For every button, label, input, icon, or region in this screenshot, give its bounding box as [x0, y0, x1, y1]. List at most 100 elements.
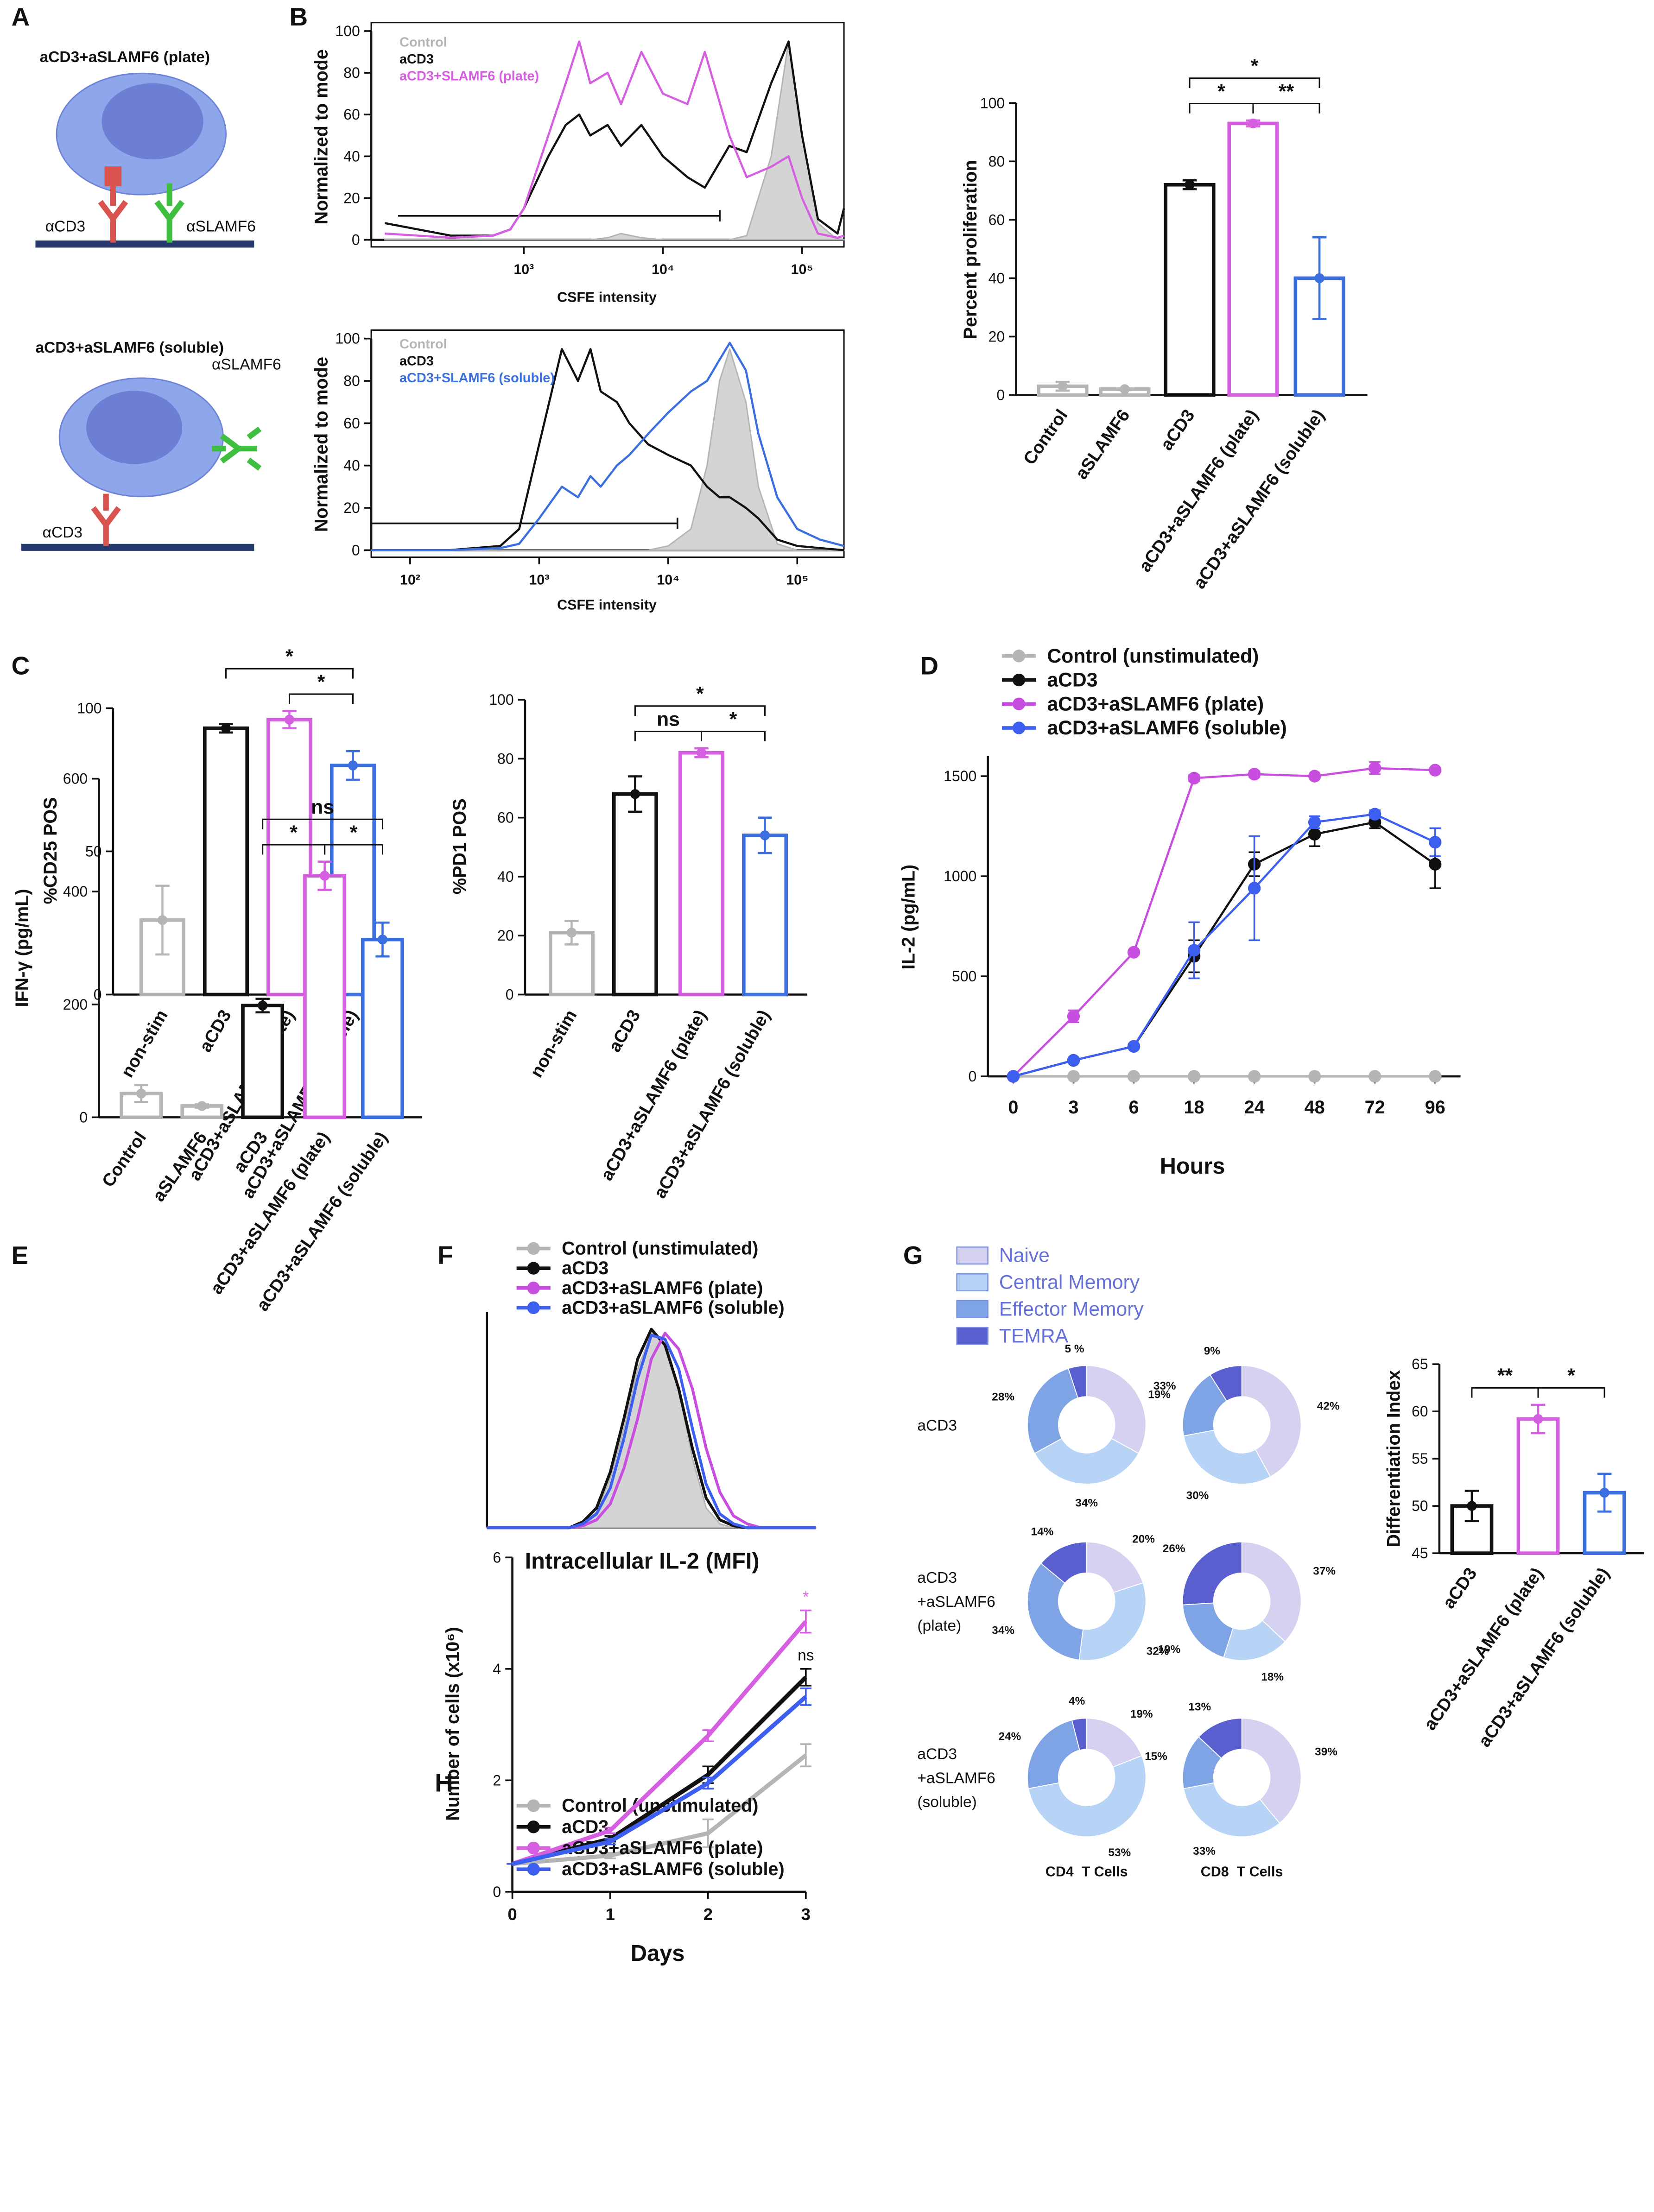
panel-label: A	[12, 2, 30, 31]
legend-marker	[527, 1262, 540, 1275]
donut-value-label: 19%	[1130, 1708, 1153, 1720]
error-bar	[604, 1826, 616, 1834]
y-tick-label: 0	[996, 386, 1005, 403]
diagram-label: αCD3	[43, 524, 82, 541]
y-tick-label: 55	[1412, 1450, 1428, 1467]
y-axis-label: IL-2 (pg/mL)	[898, 865, 919, 969]
y-tick-label: 100	[77, 700, 101, 716]
legend-label: TEMRA	[999, 1325, 1069, 1347]
point	[1067, 1070, 1080, 1083]
legend-label: Effector Memory	[999, 1298, 1144, 1320]
donut-value-label: 13%	[1188, 1701, 1211, 1713]
diagram-plate: aCD3+aSLAMF6 (plate) αCD3 αSLAMF6	[35, 49, 256, 248]
series-line	[487, 1334, 816, 1529]
point	[1429, 835, 1442, 849]
column-label: CD4 T Cells	[1046, 1864, 1128, 1879]
row-label: +aSLAMF6	[917, 1593, 995, 1611]
donut-segment	[1182, 1541, 1242, 1605]
donut-value-label: 18%	[1261, 1671, 1284, 1683]
point	[1127, 1070, 1141, 1083]
bar-mean-dot	[197, 1101, 207, 1111]
y-tick-label: 60	[343, 106, 360, 123]
y-axis-label: Normalized to mode	[311, 357, 332, 532]
legend-marker	[527, 1242, 540, 1255]
x-tick-label: aSLAMF6	[1072, 406, 1134, 483]
donut-value-label: 42%	[1317, 1400, 1340, 1413]
donut-segment	[1086, 1541, 1144, 1593]
y-tick-label: 80	[343, 373, 360, 389]
bar-mean-dot	[696, 748, 707, 758]
legend-label: aCD3	[399, 52, 434, 67]
x-tick-label: 0	[1008, 1097, 1018, 1118]
donut-segment	[1183, 1429, 1271, 1485]
y-tick-label: 20	[343, 499, 360, 516]
error-bar	[702, 1729, 714, 1742]
y-tick-label: 20	[343, 190, 360, 206]
bar	[241, 1004, 285, 1119]
antibody	[154, 183, 184, 243]
column-label: CD8 T Cells	[1201, 1864, 1283, 1879]
panel-label: D	[920, 651, 938, 680]
y-axis-label: IFN-γ (pg/mL)	[12, 889, 32, 1007]
donut-value-label: 14%	[1031, 1525, 1054, 1538]
bar-mean-dot	[1248, 118, 1258, 129]
donut-segment	[1078, 1582, 1147, 1661]
y-tick-label: 20	[497, 927, 514, 944]
x-axis-label: CSFE intensity	[557, 597, 657, 613]
donut-value-label: 53%	[1108, 1846, 1131, 1859]
legend-marker	[1012, 721, 1026, 734]
bar-mean-dot	[1314, 273, 1324, 284]
x-tick-label: non-stim	[118, 1007, 172, 1081]
legend-marker	[527, 1863, 540, 1876]
y-tick-label: 45	[1412, 1545, 1428, 1561]
point	[1368, 1070, 1382, 1083]
panel-label: C	[12, 651, 30, 680]
significance-label: ns	[798, 1647, 814, 1664]
legend-label: Naive	[999, 1245, 1050, 1267]
donut-segment	[1034, 1438, 1140, 1485]
significance-bracket	[1537, 1387, 1605, 1398]
y-tick-label: 80	[497, 750, 514, 767]
series-line	[371, 341, 844, 551]
legend-swatch	[956, 1300, 989, 1318]
y-tick-label: 0	[352, 542, 360, 558]
donut-segment	[1183, 1782, 1280, 1837]
legend-label: Control	[399, 337, 447, 352]
donut-segment	[1241, 1365, 1302, 1478]
significance-bracket	[1252, 103, 1320, 114]
donut-segment	[1028, 1755, 1147, 1838]
error-bar	[800, 1609, 812, 1634]
y-tick-label: 60	[989, 211, 1005, 228]
x-tick-label: 10⁴	[657, 572, 679, 588]
point	[1127, 946, 1141, 959]
diagram-title: aCD3+aSLAMF6 (soluble)	[35, 339, 224, 356]
legend-label: aCD3+aSLAMF6 (plate)	[562, 1278, 763, 1298]
x-tick-label: 72	[1365, 1097, 1385, 1118]
nucleus	[101, 83, 203, 160]
y-tick-label: 100	[489, 691, 513, 708]
y-axis-label: Normalized to mode	[311, 49, 332, 224]
point	[1429, 1070, 1442, 1083]
donut-value-label: 15%	[1145, 1751, 1167, 1763]
y-tick-label: 100	[335, 23, 360, 39]
significance-label: *	[696, 683, 704, 705]
donut-value-label: 9%	[1204, 1345, 1220, 1357]
donut-value-label: 34%	[1075, 1497, 1098, 1510]
point	[1308, 815, 1321, 829]
x-tick-label: aCD3+aSLAMF6 (soluble)	[1475, 1564, 1613, 1751]
legend-marker	[1012, 697, 1026, 710]
point	[1187, 944, 1201, 957]
significance-bracket	[225, 668, 354, 679]
row-label: (plate)	[917, 1618, 961, 1635]
series-line	[512, 1675, 808, 1866]
x-tick-label: 3	[801, 1905, 811, 1924]
y-axis-label: Number of cells (x10⁶)	[443, 1627, 463, 1821]
y-tick-label: 40	[989, 270, 1005, 286]
y-tick-label: 50	[1412, 1498, 1428, 1514]
significance-label: *	[317, 671, 325, 693]
donut-segment	[1223, 1620, 1286, 1661]
x-tick-label: 10³	[529, 572, 549, 588]
legend-swatch	[956, 1327, 989, 1345]
significance-bracket	[262, 818, 383, 829]
